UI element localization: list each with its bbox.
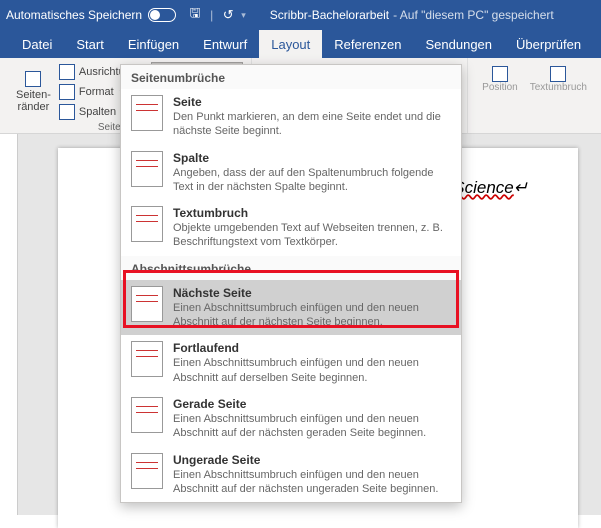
dd-item-title: Seite (173, 95, 451, 109)
margins-icon (25, 71, 41, 87)
dd-item-desc: Den Punkt markieren, an dem eine Seite e… (173, 110, 451, 139)
breaks-dropdown: Seitenumbrüche SeiteDen Punkt markieren,… (120, 64, 462, 503)
dd-item-seite[interactable]: SeiteDen Punkt markieren, an dem eine Se… (121, 89, 461, 145)
ruler-vertical (0, 134, 18, 515)
tab-start[interactable]: Start (64, 30, 115, 58)
tab-ansicht[interactable]: Ansicht (593, 30, 601, 58)
margins-button[interactable]: Seiten- ränder (8, 62, 59, 122)
dd-item-title: Gerade Seite (173, 397, 451, 411)
dd-item-textumbruch[interactable]: TextumbruchObjekte umgebenden Text auf W… (121, 200, 461, 256)
autosave-label: Automatisches Speichern (6, 8, 142, 22)
autosave-toggle[interactable] (148, 8, 176, 22)
columns-icon (59, 104, 75, 120)
tab-entwurf[interactable]: Entwurf (191, 30, 259, 58)
dd-item-icon (131, 206, 163, 242)
save-icon[interactable]: 🖫 (187, 7, 203, 23)
dd-item-icon (131, 151, 163, 187)
position-button[interactable]: Position (476, 62, 524, 97)
tab-einfuegen[interactable]: Einfügen (116, 30, 191, 58)
undo-icon[interactable]: ↺ (220, 7, 236, 23)
tab-ueberpruefen[interactable]: Überprüfen (504, 30, 593, 58)
format-icon (59, 84, 75, 100)
tab-datei[interactable]: Datei (10, 30, 64, 58)
dd-item-title: Textumbruch (173, 206, 451, 220)
dd-item-icon (131, 286, 163, 322)
doc-saved-status: - Auf "diesem PC" gespeichert (393, 8, 554, 22)
titlebar: Automatisches Speichern 🖫 | ↺ ▾ Scribbr-… (0, 0, 601, 30)
dd-item-icon (131, 95, 163, 131)
dd-item-desc: Objekte umgebenden Text auf Webseiten tr… (173, 221, 451, 250)
position-icon (492, 66, 508, 82)
tab-referenzen[interactable]: Referenzen (322, 30, 413, 58)
tab-sendungen[interactable]: Sendungen (414, 30, 505, 58)
dd-section-section: Abschnittsumbrüche (121, 256, 461, 280)
dd-item-desc: Einen Abschnittsumbruch einfügen und den… (173, 412, 451, 441)
textwrap-icon (550, 66, 566, 82)
tab-layout[interactable]: Layout (259, 30, 322, 58)
dd-item-icon (131, 453, 163, 489)
dd-item-spalte[interactable]: SpalteAngeben, dass der auf den Spaltenu… (121, 145, 461, 201)
dd-item-title: Spalte (173, 151, 451, 165)
dd-item-nächste-seite[interactable]: Nächste SeiteEinen Abschnittsumbruch ein… (121, 280, 461, 336)
dd-item-desc: Angeben, dass der auf den Spaltenumbruch… (173, 166, 451, 195)
dd-item-gerade-seite[interactable]: Gerade SeiteEinen Abschnittsumbruch einf… (121, 391, 461, 447)
textwrap-button[interactable]: Textumbruch (524, 62, 593, 97)
dd-section-page: Seitenumbrüche (121, 65, 461, 89)
dd-item-ungerade-seite[interactable]: Ungerade SeiteEinen Abschnittsumbruch ei… (121, 447, 461, 503)
dd-item-desc: Einen Abschnittsumbruch einfügen und den… (173, 301, 451, 330)
dd-item-desc: Einen Abschnittsumbruch einfügen und den… (173, 356, 451, 385)
dd-item-title: Nächste Seite (173, 286, 451, 300)
doc-title: Scribbr-Bachelorarbeit (270, 8, 389, 22)
dd-item-title: Fortlaufend (173, 341, 451, 355)
menubar: Datei Start Einfügen Entwurf Layout Refe… (0, 30, 601, 58)
dd-item-desc: Einen Abschnittsumbruch einfügen und den… (173, 468, 451, 497)
dd-item-title: Ungerade Seite (173, 453, 451, 467)
dd-item-icon (131, 341, 163, 377)
dd-item-icon (131, 397, 163, 433)
dd-item-fortlaufend[interactable]: FortlaufendEinen Abschnittsumbruch einfü… (121, 335, 461, 391)
orientation-icon (59, 64, 75, 80)
